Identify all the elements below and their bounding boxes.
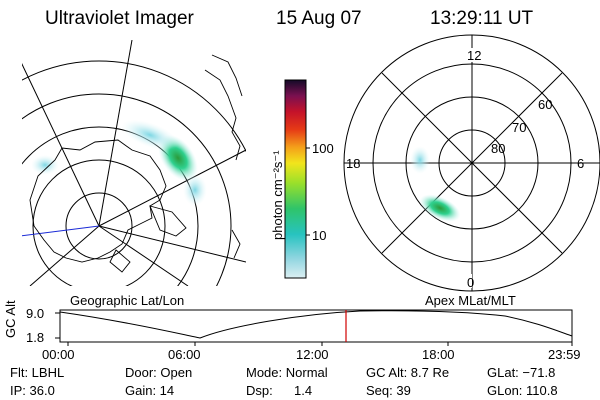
geo-lat-circle xyxy=(22,126,199,286)
mag-label-bg xyxy=(460,274,472,288)
mode-label: Mode: Normal xyxy=(246,365,328,380)
geo-aurora-glow xyxy=(121,119,179,151)
altitude-ylabel: GC Alt xyxy=(3,300,18,338)
colorbar-unit-label: photon cm⁻²s⁻¹ xyxy=(270,150,285,240)
altitude-xtick-2359: 23:59 xyxy=(548,347,581,362)
altitude-curve xyxy=(59,310,573,339)
filter-label: Flt: LBHL xyxy=(10,365,65,380)
altitude-xtick-0000: 00:00 xyxy=(42,347,75,362)
altitude-ytick-1-8: 1.8 xyxy=(26,330,45,345)
geographic-map xyxy=(22,40,246,286)
geo-panel-label: Geographic Lat/Lon xyxy=(70,293,185,308)
mag-aurora-glow xyxy=(410,146,430,174)
geo-lat-circle xyxy=(65,192,133,260)
geo-aurora-glow xyxy=(31,155,59,175)
colorbar-tick-10: 10 xyxy=(312,228,327,243)
mlat-label-70: 70 xyxy=(512,120,527,135)
geo-longitude-line xyxy=(22,225,100,237)
mag-label-bg xyxy=(466,48,478,62)
geo-lat-circle xyxy=(32,159,166,286)
altitude-plot-frame xyxy=(59,309,573,343)
door-label: Door: Open xyxy=(125,365,193,380)
gain-label: Gain: 14 xyxy=(125,383,175,398)
mag-aurora-core xyxy=(419,194,461,222)
geo-meridian xyxy=(98,225,246,263)
geo-latitude-label: GLat: −71.8 xyxy=(487,365,556,380)
magnetic-polar-plot xyxy=(343,34,600,292)
mag-panel-label: Apex MLat/MLT xyxy=(425,293,516,308)
geo-meridian xyxy=(98,225,189,286)
gc-altitude-label: GC Alt: 8.7 Re xyxy=(366,365,450,380)
ip-label: IP: 36.0 xyxy=(10,383,55,398)
geo-meridian xyxy=(22,63,100,227)
colorbar-tick-100: 100 xyxy=(312,141,334,156)
coastline xyxy=(211,54,243,97)
coastline xyxy=(204,69,241,161)
geo-lat-circle xyxy=(22,60,246,153)
antarctica-coastline xyxy=(109,249,131,273)
mlt-label-18: 18 xyxy=(346,156,361,171)
mag-mlt-line xyxy=(381,72,563,254)
instrument-title: Ultraviolet Imager xyxy=(45,8,194,29)
mlat-label-60: 60 xyxy=(538,97,553,112)
mlt-label-0: 0 xyxy=(467,275,475,290)
mlt-label-6: 6 xyxy=(577,156,585,171)
antarctica-coastline xyxy=(149,205,187,237)
altitude-xtick-0600: 06:00 xyxy=(168,347,201,362)
coastline xyxy=(231,229,241,259)
dsp-label: Dsp: xyxy=(246,383,273,398)
altitude-plot xyxy=(55,309,573,346)
date-label: 15 Aug 07 xyxy=(276,8,362,29)
mlat-label-80: 80 xyxy=(491,141,506,156)
colorbar xyxy=(284,79,307,279)
altitude-xtick-1800: 18:00 xyxy=(422,347,455,362)
altitude-xtick-1200: 12:00 xyxy=(296,347,329,362)
geo-longitude-label: GLon: 110.8 xyxy=(487,383,558,398)
geo-meridian xyxy=(29,225,100,286)
altitude-ytick-9: 9.0 xyxy=(26,306,45,321)
dsp-value: 1.4 xyxy=(294,383,313,398)
mlt-label-12: 12 xyxy=(467,48,482,63)
geo-meridian xyxy=(98,149,246,227)
geo-aurora-glow xyxy=(183,174,207,206)
geo-meridian xyxy=(98,40,133,227)
time-label: 13:29:11 UT xyxy=(430,8,534,29)
sequence-label: Seq: 39 xyxy=(366,383,411,398)
geo-lat-circle xyxy=(22,93,232,286)
